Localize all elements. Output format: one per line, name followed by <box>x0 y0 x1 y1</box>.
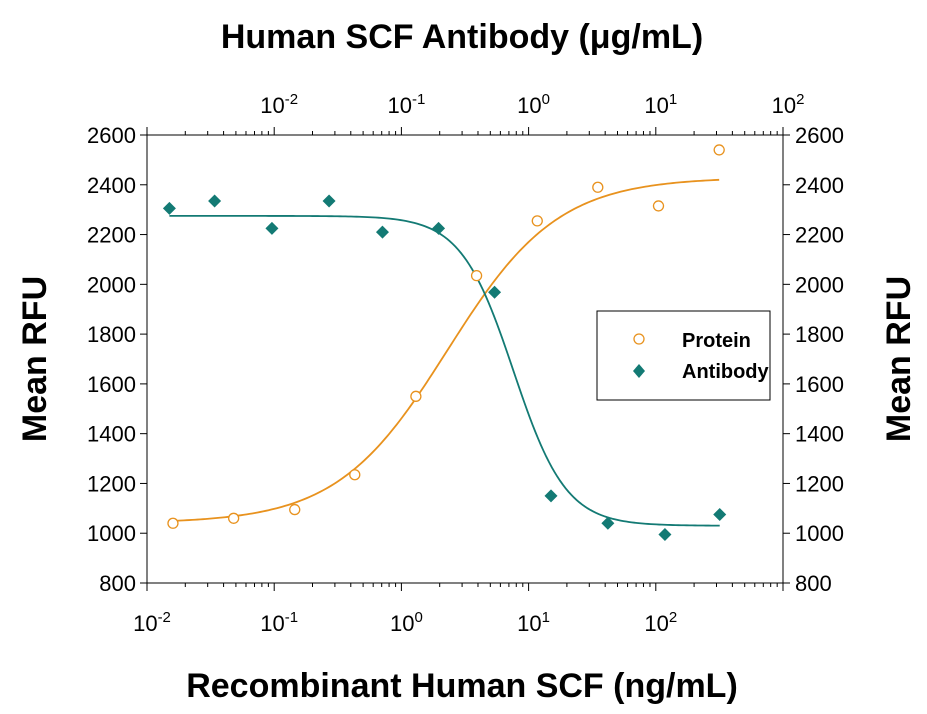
point-antibody <box>488 285 502 299</box>
tick-base: 10 <box>260 611 284 636</box>
tick-base: 10 <box>644 611 668 636</box>
point-antibody <box>544 489 558 503</box>
bottom-axis-title: Recombinant Human SCF (ng/mL) <box>186 667 738 705</box>
point-antibody <box>375 225 389 239</box>
y-right-tick-label: 2000 <box>795 272 844 297</box>
legend-protein-label: Protein <box>682 330 751 352</box>
x-top-tick-label: 101 <box>644 91 677 118</box>
tick-exponent: 1 <box>669 91 677 108</box>
fit-curve-antibody <box>169 214 720 527</box>
point-protein <box>410 390 422 402</box>
tick-exponent: -2 <box>158 609 171 626</box>
legend-box <box>596 310 771 401</box>
x-top-tick-label: 10-1 <box>387 91 425 118</box>
point-antibody <box>713 508 727 522</box>
x-top-tick-label: 102 <box>772 91 805 118</box>
tick-base: 10 <box>772 93 796 118</box>
tick-exponent: 2 <box>796 91 804 108</box>
legend: Protein Antibody <box>596 310 771 401</box>
tick-exponent: 0 <box>414 609 422 626</box>
point-protein <box>228 512 240 524</box>
tick-exponent: 2 <box>669 609 677 626</box>
fit-curves-layer <box>169 178 720 527</box>
tick-base: 10 <box>517 93 541 118</box>
tick-base: 10 <box>644 93 668 118</box>
point-protein <box>592 181 604 193</box>
y-left-tick-label: 800 <box>99 571 136 596</box>
point-protein <box>652 200 665 212</box>
y-left-tick-label: 1200 <box>87 471 136 496</box>
y-left-tick-label: 2000 <box>87 272 136 297</box>
tick-base: 10 <box>517 611 541 636</box>
y-left-tick-label: 2600 <box>87 123 136 148</box>
x-top-tick-label: 10-2 <box>260 91 298 118</box>
legend-antibody-label: Antibody <box>682 361 770 383</box>
y-left-tick-label: 2400 <box>87 173 136 198</box>
point-protein <box>470 269 483 282</box>
x-bottom-tick-label: 10-1 <box>260 609 298 636</box>
y-left-tick-label: 1400 <box>87 422 136 447</box>
point-antibody <box>322 194 336 208</box>
tick-base: 10 <box>260 93 284 118</box>
fit-curve-protein <box>172 178 720 522</box>
legend-antibody-marker <box>633 364 645 378</box>
y-left-tick-label: 1000 <box>87 521 136 546</box>
y-right-tick-label: 800 <box>795 571 832 596</box>
tick-base: 10 <box>133 611 157 636</box>
top-axis-title: Human SCF Antibody (μg/mL) <box>221 18 703 56</box>
tick-exponent: -1 <box>412 91 425 108</box>
y-right-tick-label: 1200 <box>795 471 844 496</box>
x-bottom-tick-label: 102 <box>644 609 677 636</box>
x-bottom-tick-label: 101 <box>517 609 550 636</box>
point-protein <box>289 503 301 516</box>
point-antibody <box>601 516 615 530</box>
y-right-tick-label: 1400 <box>795 422 844 447</box>
left-y-axis-title: Mean RFU <box>16 276 54 442</box>
point-protein <box>531 215 543 227</box>
tick-exponent: -2 <box>285 91 298 108</box>
y-left-tick-label: 1800 <box>87 322 136 347</box>
point-antibody <box>162 201 176 215</box>
x-bottom-tick-label: 10-2 <box>133 609 171 636</box>
right-y-axis-title: Mean RFU <box>880 276 918 442</box>
plot-frame <box>146 134 784 584</box>
tick-exponent: 0 <box>542 91 550 108</box>
y-left-tick-label: 2200 <box>87 223 136 248</box>
y-right-tick-label: 1600 <box>795 372 844 397</box>
point-protein <box>167 517 179 529</box>
tick-exponent: -1 <box>285 609 298 626</box>
legend-protein-marker <box>633 333 645 345</box>
data-points-layer <box>162 144 727 541</box>
y-right-tick-label: 1000 <box>795 521 844 546</box>
x-top-tick-label: 100 <box>517 91 550 118</box>
point-protein <box>713 144 725 156</box>
point-antibody <box>208 194 222 208</box>
point-antibody <box>432 221 446 235</box>
point-antibody <box>265 221 279 235</box>
point-protein <box>349 469 361 481</box>
y-right-tick-label: 2600 <box>795 123 844 148</box>
tick-base: 10 <box>387 93 411 118</box>
y-right-tick-label: 2200 <box>795 223 844 248</box>
x-bottom-tick-label: 100 <box>390 609 423 636</box>
point-antibody <box>658 527 672 541</box>
y-right-tick-label: 2400 <box>795 173 844 198</box>
tick-base: 10 <box>390 611 414 636</box>
y-right-tick-label: 1800 <box>795 322 844 347</box>
y-left-tick-label: 1600 <box>87 372 136 397</box>
tick-exponent: 1 <box>542 609 550 626</box>
